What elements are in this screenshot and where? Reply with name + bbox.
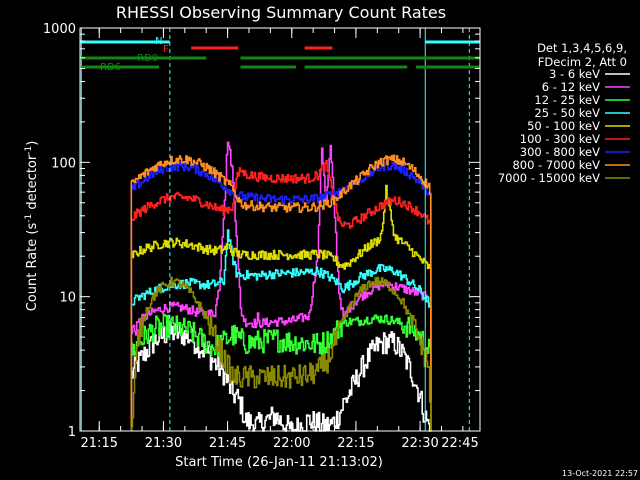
series-line-1 [130,141,432,431]
plot-area: NF RD0 RD6 [80,28,480,432]
x-tick-label-3: 22:00 [273,436,310,451]
flare-label: F [163,44,169,55]
rd6-label: RD6 [100,62,121,73]
y-axis-label-sup1: -1 [24,214,34,223]
series-line-2 [130,313,432,431]
y-axis-label-mid: detector [25,154,40,214]
legend-header-1: FDecim 2, Att 0 [538,55,627,69]
legend-label-2: 12 - 25 keV [534,93,600,107]
legend-header-0: Det 1,3,4,5,6,9, [537,41,627,55]
series-line-5 [130,159,432,431]
legend-label-0: 3 - 6 keV [549,67,600,81]
legend-label-1: 6 - 12 keV [542,80,600,94]
x-tick-label-6: 22:45 [441,436,478,451]
series-line-0 [130,320,432,432]
x-axis-label: Start Time (26-Jan-11 21:13:02) [175,455,383,470]
series-line-3 [130,229,432,431]
legend-label-8: 7000 - 15000 keV [498,171,600,185]
y-tick-label-2: 100 [51,156,76,171]
y-tick-label-0: 1 [68,425,76,440]
chart-title: RHESSI Observing Summary Count Rates [116,3,446,22]
series-line-4 [130,184,432,431]
series-line-6 [130,160,432,431]
y-axis-label-sup2: -1 [24,146,34,155]
series-line-8 [130,276,432,431]
x-tick-label-4: 22:15 [337,436,374,451]
x-tick-label-0: 21:15 [81,436,118,451]
night-label: N [155,36,162,47]
y-axis-label-end: ) [25,141,40,146]
y-tick-label-3: 1000 [43,22,76,37]
rd0-label: RD0 [137,53,158,64]
axes: 1 10 100 1000 21:15 21:30 21:45 22:00 22:15 22:30… [43,22,481,451]
legend-label-4: 50 - 100 keV [527,119,600,133]
legend-label-6: 300 - 800 keV [520,145,600,159]
axes-frame [79,27,481,432]
legend: Det 1,3,4,5,6,9,FDecim 2, Att 03 - 6 keV… [498,41,630,185]
y-axis-label-main: Count Rate (s [25,223,40,312]
y-tick-label-1: 10 [59,291,76,306]
legend-label-7: 800 - 7000 keV [512,158,600,172]
generation-timestamp: 13-Oct-2021 22:57 [562,469,638,478]
legend-label-3: 25 - 50 keV [534,106,600,120]
x-tick-label-5: 22:30 [401,436,438,451]
y-axis-label: Count Rate (s-1 detector-1) [24,141,40,312]
x-tick-label-1: 21:30 [145,436,182,451]
legend-label-5: 100 - 300 keV [520,132,600,146]
series-line-7 [130,154,432,431]
x-tick-label-2: 21:45 [209,436,246,451]
